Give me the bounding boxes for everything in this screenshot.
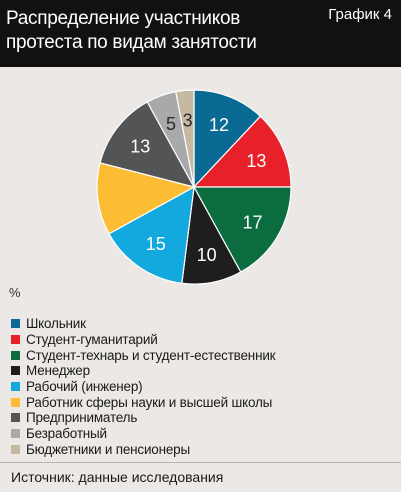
legend-item: Работник сферы науки и высшей школы xyxy=(11,394,275,410)
pie-slice xyxy=(192,115,292,188)
chart-header: Распределение участников протеста по вид… xyxy=(0,0,401,67)
pie-slice xyxy=(192,186,292,273)
divider xyxy=(0,462,401,463)
legend-swatch xyxy=(11,319,20,329)
legend-label: Безработный xyxy=(26,426,107,442)
pie-data-label: 10 xyxy=(197,245,217,265)
pie-data-label: 13 xyxy=(130,136,150,156)
chart-number: График 4 xyxy=(328,6,392,23)
legend-swatch xyxy=(11,335,20,345)
pie-data-label: 12 xyxy=(209,115,229,135)
pie-slice xyxy=(99,101,196,188)
legend-label: Менеджер xyxy=(26,363,90,379)
pie-data-label: 3 xyxy=(183,110,193,130)
pie-data-label: 15 xyxy=(146,234,166,254)
legend-label: Студент-гуманитарий xyxy=(26,332,158,348)
legend-swatch xyxy=(11,429,20,439)
legend-item: Бюджетники и пенсионеры xyxy=(11,442,275,458)
legend-item: Безработный xyxy=(11,426,275,442)
legend-label: Работник сферы науки и высшей школы xyxy=(26,394,273,410)
pie-chart: 12 13 17 10 15 13 5 3 xyxy=(96,89,292,285)
source-note: Источник: данные исследования xyxy=(11,469,224,485)
pie-slice xyxy=(193,89,262,189)
legend-item: Школьник xyxy=(11,316,275,332)
unit-label: % xyxy=(9,285,21,300)
legend-label: Школьник xyxy=(26,316,86,332)
chart-title: Распределение участников протеста по вид… xyxy=(6,8,257,53)
pie-slice xyxy=(96,162,196,235)
pie-slice xyxy=(108,185,195,284)
legend-label: Предприниматель xyxy=(26,410,138,426)
legend-item: Менеджер xyxy=(11,363,275,379)
legend-label: Студент-технарь и студент-естественник xyxy=(26,347,276,363)
pie-slice xyxy=(175,89,195,188)
legend-swatch xyxy=(11,366,20,376)
legend-label: Бюджетники и пенсионеры xyxy=(26,441,190,457)
legend-swatch xyxy=(11,382,20,392)
legend-item: Студент-гуманитарий xyxy=(11,332,275,348)
pie-data-label: 17 xyxy=(242,213,262,233)
legend-label: Рабочий (инженер) xyxy=(26,379,143,395)
legend-swatch xyxy=(11,397,20,407)
pie-data-label: 5 xyxy=(166,114,176,134)
pie-data-label: 13 xyxy=(246,151,266,171)
legend-swatch xyxy=(11,444,20,454)
legend-swatch xyxy=(11,413,20,423)
pie-chart-area: 12 13 17 10 15 13 5 3 xyxy=(0,67,401,307)
legend-item: Рабочий (инженер) xyxy=(11,379,275,395)
legend-item: Предприниматель xyxy=(11,410,275,426)
legend: Школьник Студент-гуманитарий Студент-техна… xyxy=(11,316,276,458)
legend-swatch xyxy=(11,350,20,360)
legend-item: Студент-технарь и студент-естественник xyxy=(11,347,276,363)
